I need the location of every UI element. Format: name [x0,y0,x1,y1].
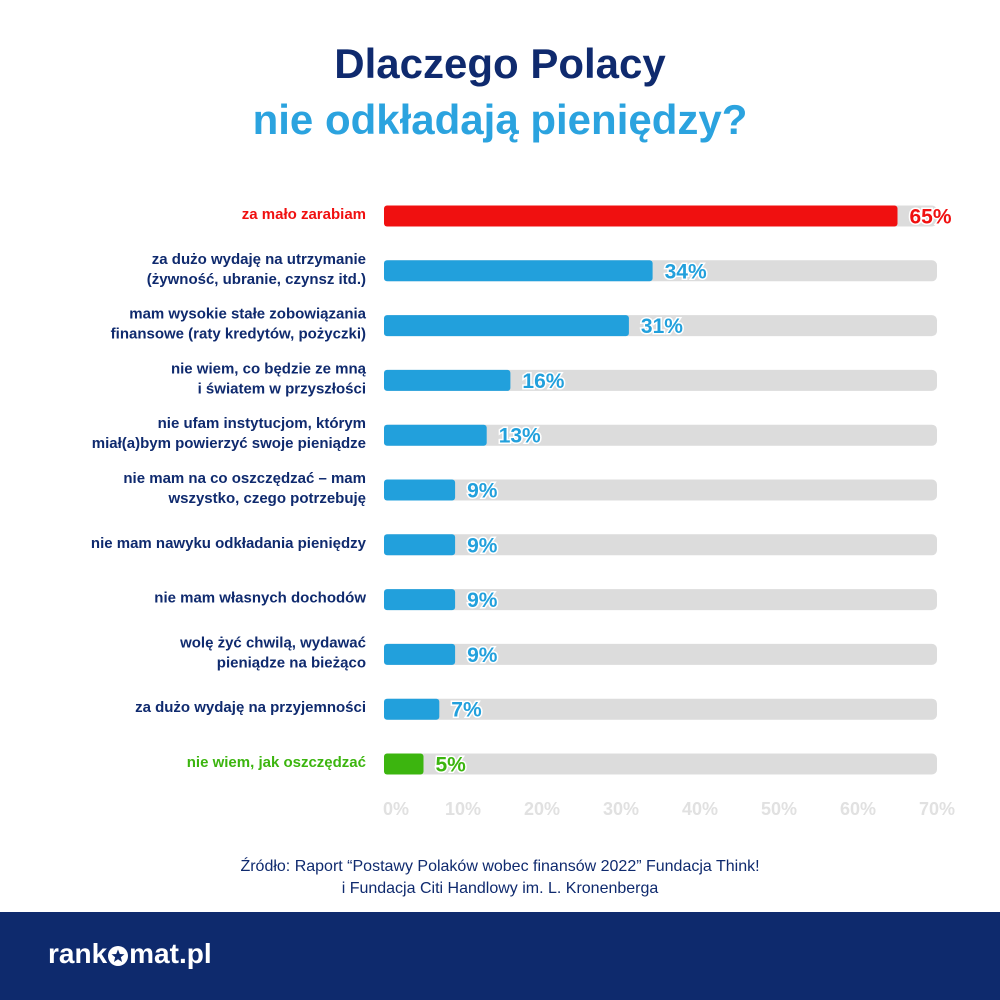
bar-track [384,753,937,775]
value-label: 9% [467,589,498,612]
bar-track [384,643,937,665]
x-tick-label: 20% [524,799,560,819]
bar [384,260,653,282]
bar-track [384,424,937,446]
category-label: finansowe (raty kredytów, pożyczki) [111,326,366,343]
category-label: nie ufam instytucjom, którym [158,415,366,432]
bar-row: 9% nie mam na co oszczędzać – mam wszystko… [123,470,937,507]
category-label: miał(a)bym powierzyć swoje pieniądze [92,435,366,452]
value-label: 9% [467,480,498,503]
bar [384,753,424,775]
category-label: wszystko, czego potrzebuję [167,490,366,507]
category-label: pieniądze na bieżąco [217,654,366,671]
x-tick-label: 50% [761,799,797,819]
category-label: nie wiem, jak oszczędzać [187,754,366,771]
footer-bar: rank mat.pl [0,912,1000,1000]
value-label: 9% [467,534,498,557]
value-label: 5% [436,754,467,777]
category-label: (żywność, ubranie, czynsz itd.) [147,271,366,288]
bar-row: 34% za dużo wydaję na utrzymanie (żywność,… [147,251,937,288]
bar-row: 7% za dużo wydaję na przyjemności [135,697,937,723]
bar-row: 13% nie ufam instytucjom, którym miał(a)by… [92,415,937,452]
bar [384,315,629,337]
value-label: 9% [467,644,498,667]
x-tick-label: 60% [840,799,876,819]
category-label: nie mam nawyku odkładania pieniędzy [91,535,367,552]
bar-track [384,698,937,720]
bar-track [384,534,937,556]
bar [384,589,456,611]
category-label: za mało zarabiam [242,206,366,223]
bar-row: 16% nie wiem, co będzie ze mną i światem w… [171,360,937,397]
source-line-1: Źródło: Raport “Postawy Polaków wobec fi… [240,858,760,875]
bar [384,643,456,665]
bar-row: 9% wolę żyć chwilą, wydawać pieniądze na b… [179,634,937,671]
bar [384,369,511,391]
bar-row: 5% nie wiem, jak oszczędzać [187,752,937,778]
bar-track [384,369,937,391]
logo-text-part2: mat.pl [129,938,212,969]
bar [384,424,487,446]
category-label: za dużo wydaję na utrzymanie [152,251,366,268]
x-tick-label: 40% [682,799,718,819]
bar-track [384,589,937,611]
value-label: 34% [665,260,707,283]
value-label: 65% [910,206,952,229]
value-label: 13% [499,425,541,448]
chart-subtitle: nie odkładają pieniędzy? [252,96,748,143]
bar-chart: 65% za mało zarabiam 34% za dużo wydaję na … [91,204,955,819]
logo-text-part1: rank [48,938,108,969]
bar-row: 31% mam wysokie stałe zobowiązania finanso… [111,306,937,343]
bar [384,698,440,720]
value-label: 31% [641,315,683,338]
value-label: 16% [522,370,564,393]
category-label: nie mam na co oszczędzać – mam [123,470,366,487]
x-tick-label: 0% [383,799,409,819]
category-label: nie mam własnych dochodów [154,590,366,607]
x-tick-label: 70% [919,799,955,819]
x-tick-label: 10% [445,799,481,819]
bar [384,205,898,227]
brand-logo[interactable]: rank mat.pl [48,938,212,970]
bar-row: 65% za mało zarabiam [242,204,954,230]
source-line-2: i Fundacja Citi Handlowy im. L. Kronenbe… [341,880,659,897]
source-note: Źródło: Raport “Postawy Polaków wobec fi… [0,856,1000,900]
bar-row: 9% nie mam własnych dochodów [154,588,937,614]
bar [384,534,456,556]
star-icon [108,946,129,966]
value-label: 7% [451,699,482,722]
category-label: nie wiem, co będzie ze mną [171,360,367,377]
category-label: za dużo wydaję na przyjemności [135,699,366,716]
category-label: i światem w przyszłości [198,380,366,397]
chart-title: Dlaczego Polacy [334,40,666,87]
category-label: mam wysokie stałe zobowiązania [129,306,366,323]
bar-track [384,479,937,501]
x-tick-label: 30% [603,799,639,819]
bar-row: 9% nie mam nawyku odkładania pieniędzy [91,533,937,559]
bar [384,479,456,501]
category-label: wolę żyć chwilą, wydawać [179,634,366,651]
